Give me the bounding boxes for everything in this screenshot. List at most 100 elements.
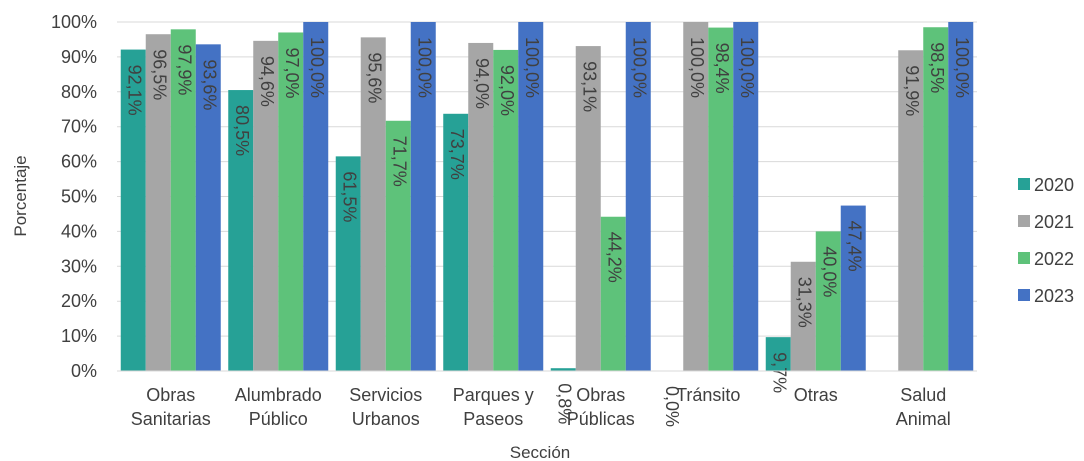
bar-2020 [550,368,576,371]
bar-2021 [253,40,279,371]
legend-swatch [1018,289,1030,301]
bar-2020 [335,156,361,371]
legend-label: 2023 [1034,286,1074,306]
data-label: 47,4% [845,221,865,272]
y-tick-label: 70% [61,117,97,137]
bar-2021 [683,22,709,371]
bar-2021 [790,261,816,371]
data-label: 100,0% [952,37,972,98]
bar-2022 [385,120,411,371]
data-label: 0,0% [662,386,682,427]
bar-2021 [575,46,601,372]
data-label: 100,0% [307,37,327,98]
data-label: 0,8% [555,383,575,424]
bar-2022 [493,49,519,372]
data-label: 97,0% [282,47,302,98]
legend-swatch [1018,252,1030,264]
data-label: 92,1% [125,65,145,116]
x-category-label: Urbanos [352,409,420,429]
x-category-label: Otras [794,385,838,405]
bar-2021 [360,37,386,372]
y-tick-label: 40% [61,221,97,241]
x-category-label: Público [249,409,308,429]
x-category-label: Parques y [453,385,534,405]
x-category-label: Obras [146,385,195,405]
bar-2020 [120,49,146,372]
bar-2023 [625,22,651,371]
bar-2020 [443,113,469,372]
x-axis-title: Sección [510,443,570,461]
y-tick-label: 10% [61,326,97,346]
bar-2022 [815,231,841,371]
bar-2020 [765,337,791,371]
legend: 2020 2021 2022 2023 [1018,175,1074,306]
data-label: 61,5% [340,171,360,222]
bar-2022 [923,27,949,372]
x-category-label: Sanitarias [131,409,211,429]
data-label: 100,0% [415,37,435,98]
data-label: 94,6% [257,56,277,107]
bar-2023 [303,22,329,371]
y-tick-label: 30% [61,256,97,276]
x-category-label: Servicios [349,385,422,405]
data-label: 9,7% [770,352,790,393]
x-category-label: Alumbrado [235,385,322,405]
bar-2023 [410,22,436,371]
data-label: 40,0% [820,246,840,297]
bar-2021 [145,34,171,372]
data-label: 97,9% [175,44,195,95]
data-label: 92,0% [497,65,517,116]
data-label: 100,0% [737,37,757,98]
data-label: 96,5% [150,49,170,100]
data-label: 31,3% [795,277,815,328]
bar-2022 [278,32,304,371]
data-label: 91,9% [902,65,922,116]
y-axis-title: Porcentaje [11,155,30,236]
data-label: 73,7% [447,129,467,180]
legend-label: 2020 [1034,175,1074,195]
x-category-label: Públicas [567,409,635,429]
x-category-label: Tránsito [676,385,740,405]
bars [120,22,974,372]
bar-2023 [733,22,759,371]
data-label: 100,0% [687,37,707,98]
bar-2020 [228,90,254,372]
data-label: 93,6% [200,59,220,110]
bar-2021 [898,50,924,371]
data-labels: 92,1% 96,5% 97,9% 93,6%80,5%94,6% 97,0% 100,0… [125,37,973,427]
data-label: 44,2% [605,232,625,283]
y-tick-label: 80% [61,82,97,102]
bar-2023 [195,44,221,371]
x-axis-categories: Obras Sanitarias Alumbrado Público Servicios… [131,385,951,429]
bar-2021 [468,42,494,371]
x-category-label: Salud [900,385,946,405]
y-tick-label: 50% [61,187,97,207]
data-label: 98,5% [927,42,947,93]
y-tick-label: 0% [71,361,97,381]
x-category-label: Animal [896,409,951,429]
bar-2023 [840,205,866,371]
bar-2022 [600,216,626,371]
data-label: 100,0% [630,37,650,98]
y-tick-label: 100% [51,12,97,32]
data-label: 100,0% [522,37,542,98]
y-tick-label: 60% [61,152,97,172]
data-label: 98,4% [712,43,732,94]
data-label: 71,7% [390,136,410,187]
y-axis-ticks: 0% 10% 20% 30% 40% 50% 60% 70% 80% 90% 100% [51,12,97,381]
x-category-label: Obras [576,385,625,405]
data-label: 80,5% [232,105,252,156]
legend-swatch [1018,215,1030,227]
x-category-label: Paseos [463,409,523,429]
legend-label: 2021 [1034,212,1074,232]
data-label: 94,0% [472,58,492,109]
data-label: 95,6% [365,52,385,103]
bar-2022 [170,29,196,371]
y-tick-label: 90% [61,47,97,67]
bar-2023 [518,22,544,371]
legend-swatch [1018,178,1030,190]
bar-2023 [948,22,974,371]
data-label: 93,1% [580,61,600,112]
bar-2022 [708,27,734,372]
